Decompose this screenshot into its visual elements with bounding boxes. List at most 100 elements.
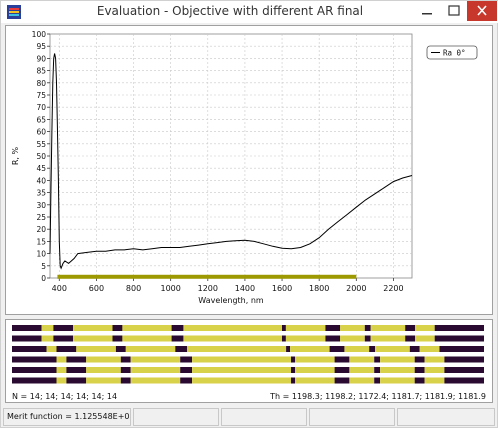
layer-segment	[130, 367, 181, 373]
x-tick-label: 800	[126, 284, 141, 293]
layer-segment	[76, 346, 116, 352]
layer-segment	[349, 356, 375, 363]
y-axis-label: R, %	[11, 146, 20, 165]
target-marker-band	[57, 274, 357, 279]
layer-segment	[375, 346, 410, 352]
layer-count-text: N = 14; 14; 14; 14; 14; 14	[12, 392, 118, 401]
y-tick-label: 95	[36, 42, 46, 51]
maximize-button[interactable]	[441, 1, 467, 21]
layer-segment	[291, 377, 295, 384]
design-structure-panel[interactable]: N = 14; 14; 14; 14; 14; 14 Th = 1198.3; …	[5, 319, 493, 403]
y-tick-label: 25	[36, 213, 46, 222]
layer-segment	[130, 377, 181, 384]
layer-segment	[130, 356, 181, 363]
layer-segment	[419, 346, 440, 352]
layer-segment	[374, 367, 381, 373]
layer-structure-bars	[12, 325, 484, 384]
layer-segment	[334, 377, 350, 384]
layer-segment	[380, 367, 415, 373]
layer-segment	[370, 325, 406, 331]
layer-segment	[405, 325, 416, 331]
layer-segment	[192, 367, 292, 373]
layer-segment	[125, 346, 176, 352]
y-tick-label: 60	[36, 128, 46, 137]
layer-segment	[66, 367, 87, 373]
layer-segment	[290, 346, 330, 352]
layer-segment	[444, 367, 484, 373]
layer-segment	[285, 325, 326, 331]
layer-segment	[295, 356, 335, 363]
minimize-icon	[422, 13, 432, 15]
layer-segment	[340, 325, 365, 331]
x-tick-label: 1400	[235, 284, 255, 293]
layer-segment	[291, 367, 295, 373]
y-tick-label: 15	[36, 237, 46, 246]
app-icon	[7, 5, 21, 19]
layer-segment	[444, 356, 484, 363]
layer-segment	[295, 367, 335, 373]
layer-segment	[73, 335, 113, 342]
layer-segment	[66, 356, 87, 363]
layer-segment	[183, 335, 282, 342]
layer-segment	[369, 346, 376, 352]
layer-segment	[334, 367, 350, 373]
y-tick-label: 65	[36, 115, 46, 124]
y-tick-label: 85	[36, 67, 46, 76]
layer-segment	[12, 325, 42, 331]
legend-box	[426, 45, 478, 60]
layer-segment	[286, 346, 291, 352]
layer-segment	[374, 356, 381, 363]
x-tick-label: 400	[52, 284, 67, 293]
layer-segment	[120, 367, 131, 373]
layer-segment	[171, 325, 184, 331]
layer-segment	[183, 325, 282, 331]
layer-segment	[329, 346, 345, 352]
thickness-text: Th = 1198.3; 1198.2; 1172.4; 1181.7; 118…	[270, 392, 486, 401]
minimize-button[interactable]	[414, 1, 440, 21]
y-tick-label: 30	[36, 201, 46, 210]
layer-segment	[364, 325, 371, 331]
y-tick-label: 50	[36, 152, 46, 161]
y-tick-label: 10	[36, 250, 46, 259]
layer-segment	[340, 335, 365, 342]
layer-segment	[41, 335, 54, 342]
layer-segment	[282, 335, 286, 342]
close-button[interactable]	[467, 1, 497, 21]
layer-segment	[380, 377, 415, 384]
layer-segment	[415, 325, 435, 331]
layer-segment	[175, 346, 188, 352]
layer-segment	[424, 356, 445, 363]
layer-segment	[66, 377, 87, 384]
x-tick-label: 2000	[346, 284, 366, 293]
layer-segment	[192, 356, 292, 363]
reflectance-plot[interactable]: 0 5 10 15 20 25 30 35 40 45 50 55 60 65 70 75 80 85 90 95 10…	[5, 25, 493, 315]
layer-segment	[380, 356, 415, 363]
layer-segment	[115, 346, 126, 352]
x-tick-label: 2200	[383, 284, 403, 293]
layer-segment	[349, 367, 375, 373]
x-tick-label: 600	[89, 284, 104, 293]
layer-segment	[56, 356, 67, 363]
layer-segment	[444, 377, 484, 384]
status-cell	[221, 408, 307, 426]
layer-segment	[180, 367, 193, 373]
y-tick-label: 80	[36, 79, 46, 88]
layer-segment	[56, 346, 77, 352]
layer-segment	[86, 356, 121, 363]
layer-segment	[414, 356, 425, 363]
layer-segment	[53, 335, 74, 342]
layer-segment	[424, 377, 445, 384]
close-icon	[477, 5, 487, 16]
layer-segment	[56, 377, 67, 384]
window-title: Evaluation - Objective with different AR…	[96, 4, 364, 18]
layer-segment	[282, 325, 286, 331]
maximize-icon	[448, 5, 460, 16]
layer-segment	[415, 335, 435, 342]
title-bar[interactable]: Evaluation - Objective with different AR…	[1, 1, 498, 23]
y-tick-label: 75	[36, 91, 46, 100]
layer-segment	[325, 335, 341, 342]
layer-segment	[434, 325, 484, 331]
layer-segment	[325, 325, 341, 331]
layer-segment	[295, 377, 335, 384]
